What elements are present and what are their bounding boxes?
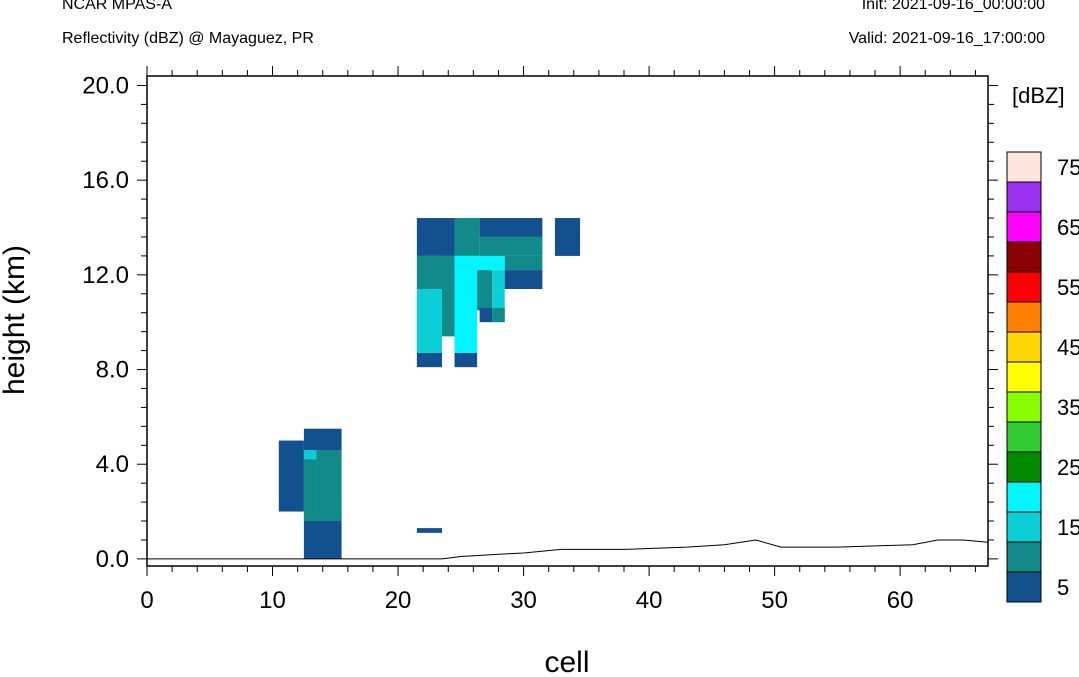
x-tick-label: 20 bbox=[385, 587, 412, 614]
colorbar-label: 15 bbox=[1057, 515, 1079, 540]
colorbar-label: 35 bbox=[1057, 395, 1079, 420]
reflectivity-cell bbox=[416, 218, 455, 256]
valid-time: Valid: 2021-09-16_17:00:00 bbox=[848, 30, 1045, 47]
reflectivity-cell bbox=[303, 450, 317, 460]
y-tick-label: 20.0 bbox=[82, 72, 129, 99]
colorbar-label: 25 bbox=[1057, 455, 1079, 480]
y-axis-ticks: 0.0 4.0 8.0 12.0 16.0 20.0 bbox=[82, 72, 998, 573]
x-axis-title: cell bbox=[544, 646, 589, 677]
colorbar-swatch bbox=[1006, 211, 1042, 243]
terrain-profile bbox=[147, 539, 989, 560]
model-name: NCAR MPAS-A bbox=[62, 0, 172, 13]
reflectivity-cell bbox=[278, 440, 304, 512]
colorbar-swatch bbox=[1006, 151, 1042, 183]
reflectivity-cell bbox=[479, 307, 493, 323]
reflectivity-cell bbox=[477, 270, 493, 311]
reflectivity-cell bbox=[416, 289, 442, 353]
reflectivity-cell bbox=[554, 218, 581, 256]
colorbar: 5 15 25 35 45 55 65 75 bbox=[1006, 151, 1079, 603]
reflectivity-cell bbox=[479, 218, 543, 237]
y-tick-label: 12.0 bbox=[82, 262, 129, 289]
reflectivity-cell bbox=[504, 255, 543, 271]
x-axis-ticks: 0 10 20 30 40 50 60 bbox=[140, 66, 976, 614]
y-tick-label: 16.0 bbox=[82, 167, 129, 194]
colorbar-units: [dBZ] bbox=[1012, 83, 1065, 108]
x-tick-label: 60 bbox=[887, 587, 914, 614]
colorbar-swatch bbox=[1006, 571, 1042, 603]
reflectivity-cell bbox=[416, 352, 442, 368]
colorbar-label: 5 bbox=[1057, 575, 1069, 600]
reflectivity-cell bbox=[316, 450, 342, 522]
chart-subtitle: Reflectivity (dBZ) @ Mayaguez, PR bbox=[62, 30, 314, 47]
colorbar-swatch bbox=[1006, 541, 1042, 573]
colorbar-swatch bbox=[1006, 331, 1042, 363]
reflectivity-cell bbox=[504, 270, 543, 290]
colorbar-swatch bbox=[1006, 301, 1042, 333]
terrain-line bbox=[147, 539, 989, 560]
colorbar-swatch bbox=[1006, 391, 1042, 423]
colorbar-swatch bbox=[1006, 181, 1042, 213]
reflectivity-cell bbox=[492, 270, 505, 290]
plot-frame bbox=[146, 75, 989, 567]
y-tick-label: 8.0 bbox=[96, 357, 129, 384]
reflectivity-cell bbox=[416, 528, 442, 533]
colorbar-label: 45 bbox=[1057, 335, 1079, 360]
y-axis-title: height (km) bbox=[0, 245, 31, 395]
reflectivity-cell bbox=[303, 450, 317, 522]
colorbar-label: 65 bbox=[1057, 215, 1079, 240]
reflectivity-cell bbox=[454, 352, 478, 368]
x-tick-label: 40 bbox=[636, 587, 663, 614]
reflectivity-cell bbox=[479, 236, 543, 256]
reflectivity-cell bbox=[454, 218, 480, 256]
colorbar-swatch bbox=[1006, 481, 1042, 513]
x-tick-label: 30 bbox=[510, 587, 537, 614]
colorbar-swatch bbox=[1006, 271, 1042, 303]
colorbar-swatch bbox=[1006, 451, 1042, 483]
colorbar-swatch bbox=[1006, 511, 1042, 543]
reflectivity-cell bbox=[454, 270, 478, 353]
reflectivity-cells bbox=[278, 218, 581, 559]
x-tick-label: 50 bbox=[761, 587, 788, 614]
x-tick-label: 0 bbox=[140, 587, 153, 614]
colorbar-swatch bbox=[1006, 241, 1042, 273]
reflectivity-cell bbox=[303, 428, 342, 451]
y-tick-label: 4.0 bbox=[96, 451, 129, 478]
reflectivity-cell bbox=[416, 255, 455, 290]
init-time: Init: 2021-09-16_00:00:00 bbox=[861, 0, 1045, 13]
reflectivity-cell bbox=[492, 307, 505, 323]
colorbar-label: 75 bbox=[1057, 155, 1079, 180]
colorbar-swatch bbox=[1006, 361, 1042, 393]
y-tick-label: 0.0 bbox=[96, 546, 129, 573]
colorbar-swatch bbox=[1006, 421, 1042, 453]
x-tick-label: 10 bbox=[259, 587, 286, 614]
plot-border bbox=[146, 75, 989, 567]
colorbar-label: 55 bbox=[1057, 275, 1079, 300]
reflectivity-cell bbox=[454, 255, 505, 271]
